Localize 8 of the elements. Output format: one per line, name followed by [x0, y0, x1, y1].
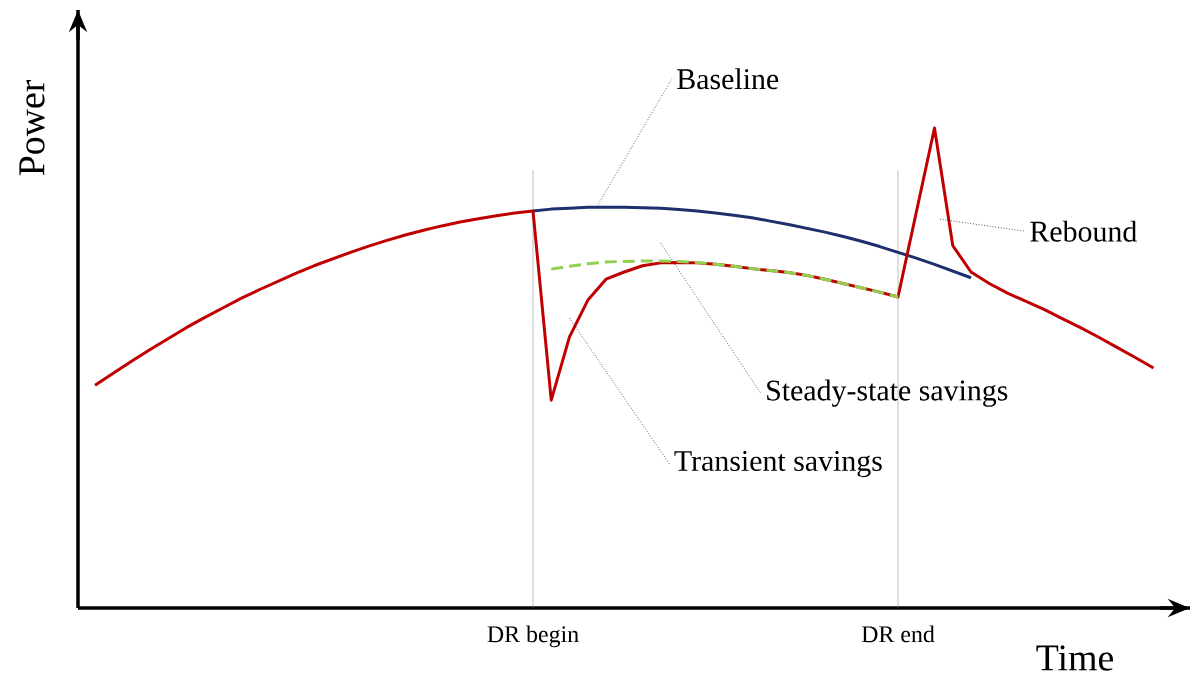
x-axis-title: Time: [1036, 645, 1113, 671]
annotation: Transient savings: [674, 450, 882, 478]
y-axis-title: Power: [19, 79, 45, 176]
annotation: Steady-state savings: [767, 379, 1008, 407]
x-tick-label: DR begin: [487, 625, 579, 648]
annotation: Rebound: [1030, 220, 1137, 242]
x-tick-label: DR end: [861, 625, 935, 643]
text: Baseline: [677, 68, 779, 90]
